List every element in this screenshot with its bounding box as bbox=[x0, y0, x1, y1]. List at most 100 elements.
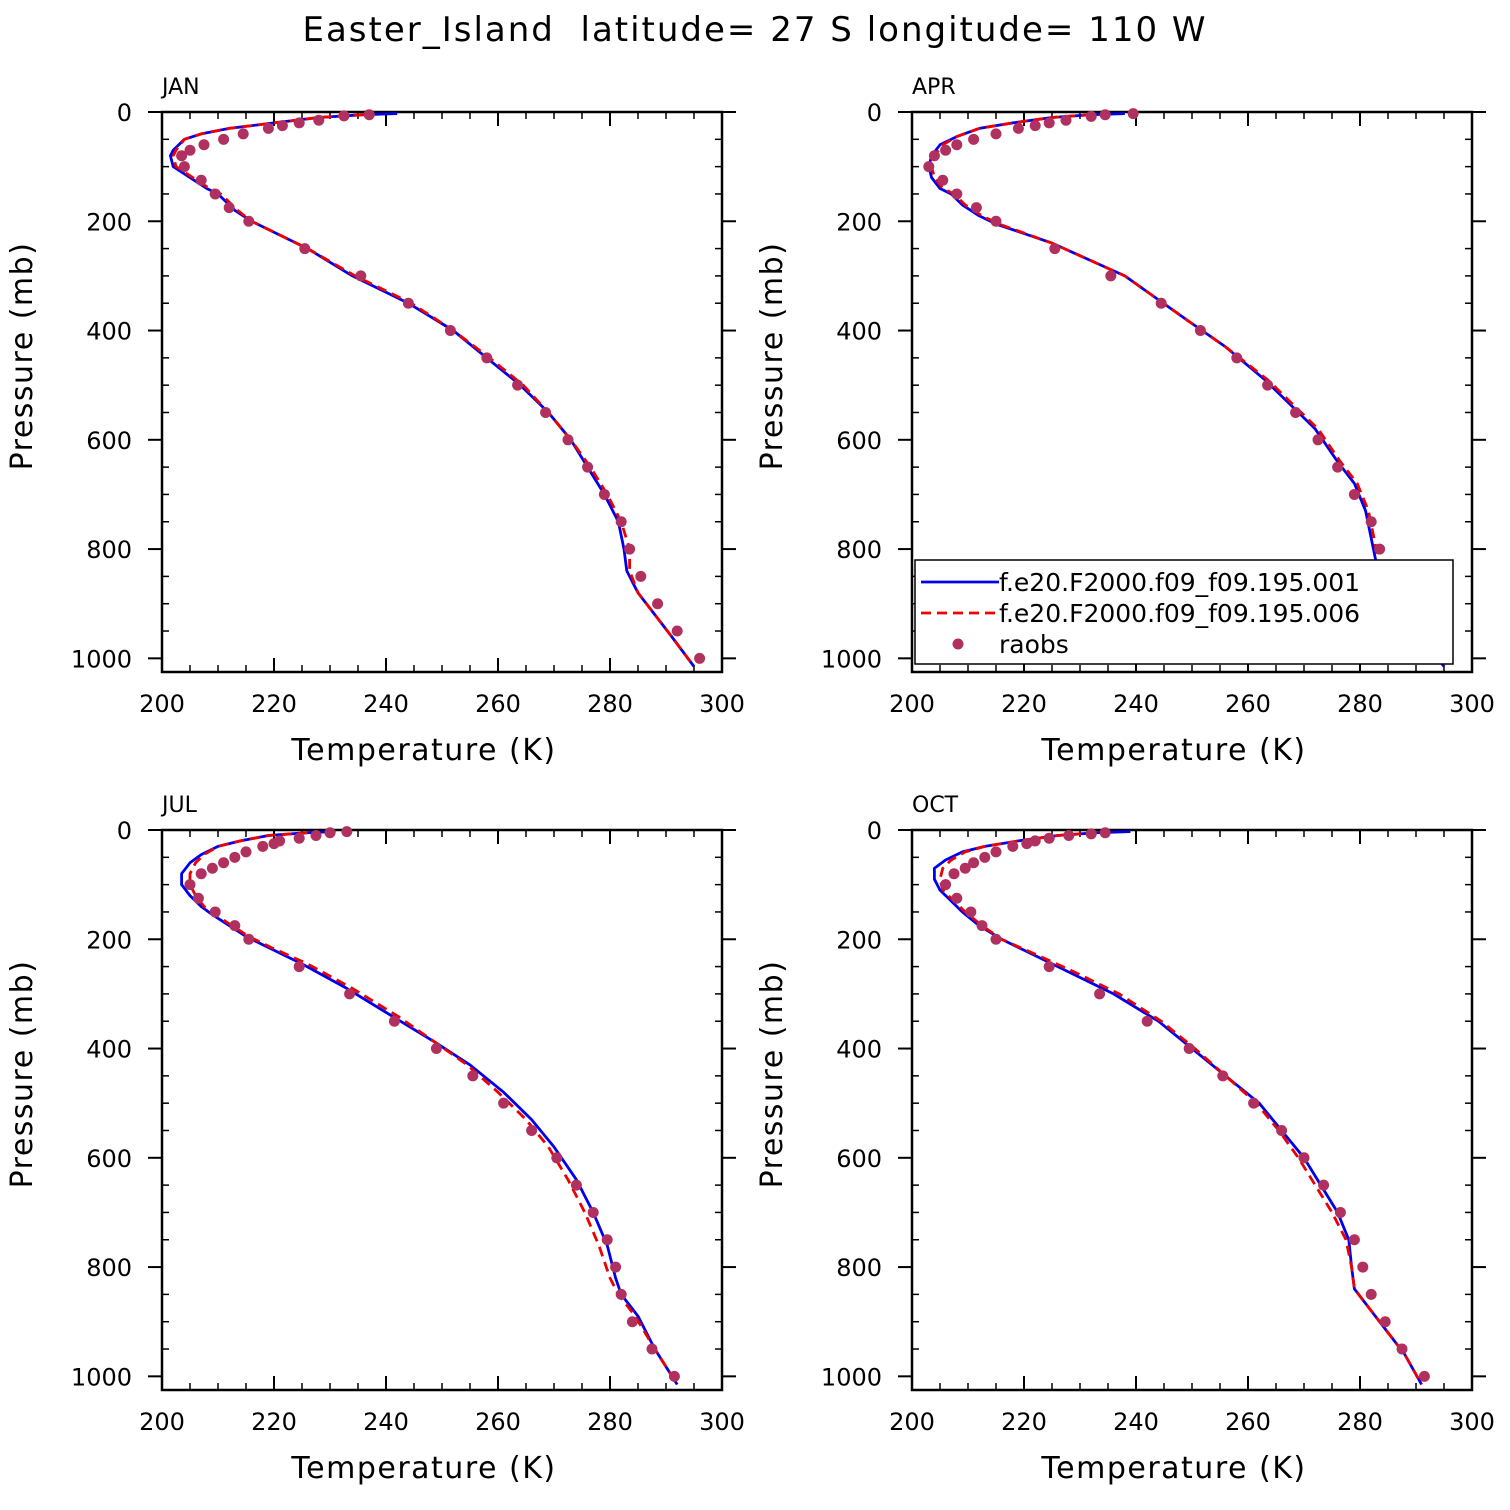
panel-oct: 200 220 240 260 280 300 0 200 400 600 800 1000 OCT Te… bbox=[755, 793, 1495, 1486]
legend-label: raobs bbox=[999, 630, 1069, 659]
raobs-point bbox=[1029, 835, 1041, 847]
raobs-point bbox=[1334, 1206, 1346, 1218]
x-tick-label: 220 bbox=[1001, 1408, 1047, 1436]
raobs-point bbox=[338, 110, 350, 122]
raobs-point bbox=[990, 215, 1002, 227]
x-tick-label: 300 bbox=[1449, 1408, 1495, 1436]
raobs-point bbox=[178, 161, 190, 173]
y-tick-label: 0 bbox=[117, 99, 132, 127]
raobs-point bbox=[1063, 829, 1075, 841]
raobs-point bbox=[979, 851, 991, 863]
x-tick-label: 200 bbox=[139, 1408, 185, 1436]
raobs-point bbox=[1085, 828, 1097, 840]
raobs-point bbox=[1099, 109, 1111, 121]
raobs-point bbox=[652, 598, 664, 610]
y-tick-label: 400 bbox=[836, 318, 882, 346]
raobs-point bbox=[1418, 1370, 1430, 1382]
raobs-point bbox=[192, 892, 204, 904]
y-tick-label: 1000 bbox=[71, 1363, 132, 1391]
panel-label: OCT bbox=[912, 793, 959, 818]
raobs-point bbox=[1217, 1070, 1229, 1082]
raobs-point bbox=[1012, 122, 1024, 134]
raobs-point bbox=[928, 150, 940, 162]
x-axis-label: Temperature (K) bbox=[1040, 1451, 1306, 1486]
raobs-point bbox=[209, 906, 221, 918]
raobs-point bbox=[388, 1015, 400, 1027]
y-tick-label: 400 bbox=[86, 1036, 132, 1064]
raobs-point bbox=[1155, 297, 1167, 309]
y-tick-label: 400 bbox=[836, 1036, 882, 1064]
y-tick-label: 200 bbox=[86, 208, 132, 236]
y-tick-label: 200 bbox=[86, 926, 132, 954]
y-axis-label: Pressure (mb) bbox=[5, 960, 40, 1189]
raobs-point bbox=[402, 297, 414, 309]
raobs-point bbox=[313, 114, 325, 126]
raobs-point bbox=[976, 920, 988, 932]
raobs-point bbox=[1085, 110, 1097, 122]
figure-title: Easter_Island latitude= 27 S longitude= … bbox=[302, 10, 1208, 50]
y-axis-label: Pressure (mb) bbox=[5, 242, 40, 471]
x-tick-label: 260 bbox=[475, 1408, 521, 1436]
raobs-point bbox=[582, 461, 594, 473]
panel-jan: 200 220 240 260 280 300 0 200 400 600 800 1000 JAN Te… bbox=[5, 75, 745, 768]
x-tick-label: 200 bbox=[889, 1408, 935, 1436]
raobs-point bbox=[646, 1343, 658, 1355]
raobs-point bbox=[968, 133, 980, 145]
raobs-point bbox=[610, 1261, 622, 1273]
raobs-point bbox=[262, 122, 274, 134]
x-tick-label: 280 bbox=[587, 690, 633, 718]
y-tick-label: 200 bbox=[836, 926, 882, 954]
raobs-point bbox=[598, 488, 610, 500]
y-tick-label: 800 bbox=[86, 536, 132, 564]
legend-label: f.e20.F2000.f09_f09.195.006 bbox=[999, 599, 1360, 628]
x-tick-label: 240 bbox=[1113, 690, 1159, 718]
raobs-point bbox=[601, 1234, 613, 1246]
raobs-point bbox=[176, 150, 188, 162]
y-tick-label: 0 bbox=[867, 99, 882, 127]
y-tick-label: 600 bbox=[836, 427, 882, 455]
raobs-point bbox=[243, 215, 255, 227]
raobs-point bbox=[587, 1206, 599, 1218]
raobs-point bbox=[1021, 838, 1033, 850]
raobs-point bbox=[299, 243, 311, 255]
raobs-point bbox=[1094, 988, 1106, 1000]
raobs-point bbox=[1348, 1234, 1360, 1246]
raobs-point bbox=[237, 128, 249, 140]
series-raobs bbox=[940, 827, 1430, 1382]
x-tick-label: 260 bbox=[475, 690, 521, 718]
series-line-001 bbox=[169, 112, 696, 668]
raobs-point bbox=[355, 270, 367, 282]
y-tick-label: 800 bbox=[836, 1254, 882, 1282]
raobs-point bbox=[959, 862, 971, 874]
raobs-point bbox=[990, 933, 1002, 945]
series-line-006 bbox=[930, 113, 1446, 668]
panel-jul: 200 220 240 260 280 300 0 200 400 600 800 1000 JUL Te… bbox=[5, 793, 745, 1486]
series-line-006 bbox=[171, 113, 696, 668]
raobs-point bbox=[1357, 1261, 1369, 1273]
x-tick-label: 200 bbox=[889, 690, 935, 718]
series-raobs bbox=[184, 826, 680, 1382]
raobs-point bbox=[551, 1152, 563, 1164]
raobs-point bbox=[1043, 117, 1055, 129]
raobs-point bbox=[668, 1370, 680, 1382]
raobs-point bbox=[512, 379, 524, 391]
panel-label: APR bbox=[912, 75, 956, 100]
raobs-point bbox=[363, 109, 375, 121]
raobs-point bbox=[229, 920, 241, 932]
raobs-point bbox=[293, 832, 305, 844]
x-tick-label: 280 bbox=[587, 1408, 633, 1436]
raobs-point bbox=[195, 868, 207, 880]
y-tick-label: 800 bbox=[836, 536, 882, 564]
raobs-point bbox=[444, 325, 456, 337]
raobs-point bbox=[1298, 1152, 1310, 1164]
raobs-point bbox=[970, 202, 982, 214]
panel-label: JAN bbox=[160, 75, 200, 100]
y-axis-label: Pressure (mb) bbox=[755, 960, 790, 1189]
raobs-point bbox=[1043, 961, 1055, 973]
y-tick-label: 0 bbox=[117, 817, 132, 845]
y-axis-label: Pressure (mb) bbox=[755, 242, 790, 471]
raobs-point bbox=[430, 1043, 442, 1055]
raobs-point bbox=[218, 857, 230, 869]
raobs-point bbox=[240, 846, 252, 858]
raobs-point bbox=[1127, 108, 1139, 120]
